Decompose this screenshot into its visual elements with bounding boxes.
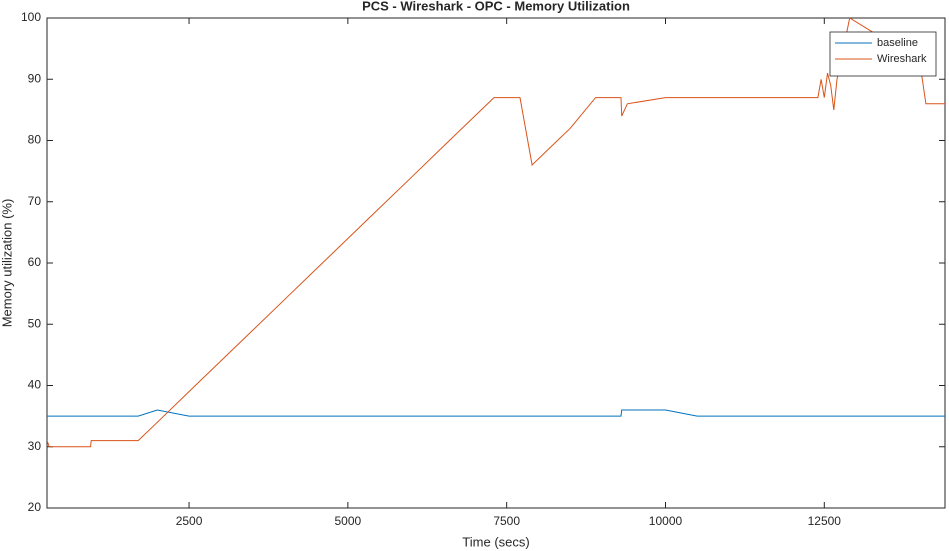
x-tick-label: 7500 bbox=[493, 514, 520, 528]
y-tick-label: 80 bbox=[28, 133, 42, 147]
data-line bbox=[47, 18, 945, 448]
y-tick-label: 100 bbox=[21, 10, 41, 24]
x-tick-label: 10000 bbox=[649, 514, 683, 528]
legend-label: Wireshark bbox=[877, 53, 927, 65]
y-tick-label: 40 bbox=[28, 378, 42, 392]
legend-label: baseline bbox=[877, 37, 918, 49]
chart-title: PCS - Wireshark - OPC - Memory Utilizati… bbox=[362, 0, 630, 13]
y-tick-label: 90 bbox=[28, 71, 42, 85]
y-tick-label: 20 bbox=[28, 500, 42, 514]
y-axis-label: Memory utilization (%) bbox=[0, 199, 14, 328]
y-tick-label: 50 bbox=[28, 316, 42, 330]
plot-lines bbox=[47, 18, 945, 448]
y-tick-label: 30 bbox=[28, 439, 42, 453]
x-tick-label: 2500 bbox=[176, 514, 203, 528]
legend-box bbox=[829, 31, 937, 77]
x-tick-label: 12500 bbox=[808, 514, 842, 528]
plot-area bbox=[46, 17, 946, 509]
y-tick-label: 60 bbox=[28, 255, 42, 269]
y-tick-label: 70 bbox=[28, 194, 42, 208]
x-axis-label: Time (secs) bbox=[462, 534, 529, 549]
data-line bbox=[47, 409, 945, 417]
x-tick-label: 5000 bbox=[335, 514, 362, 528]
